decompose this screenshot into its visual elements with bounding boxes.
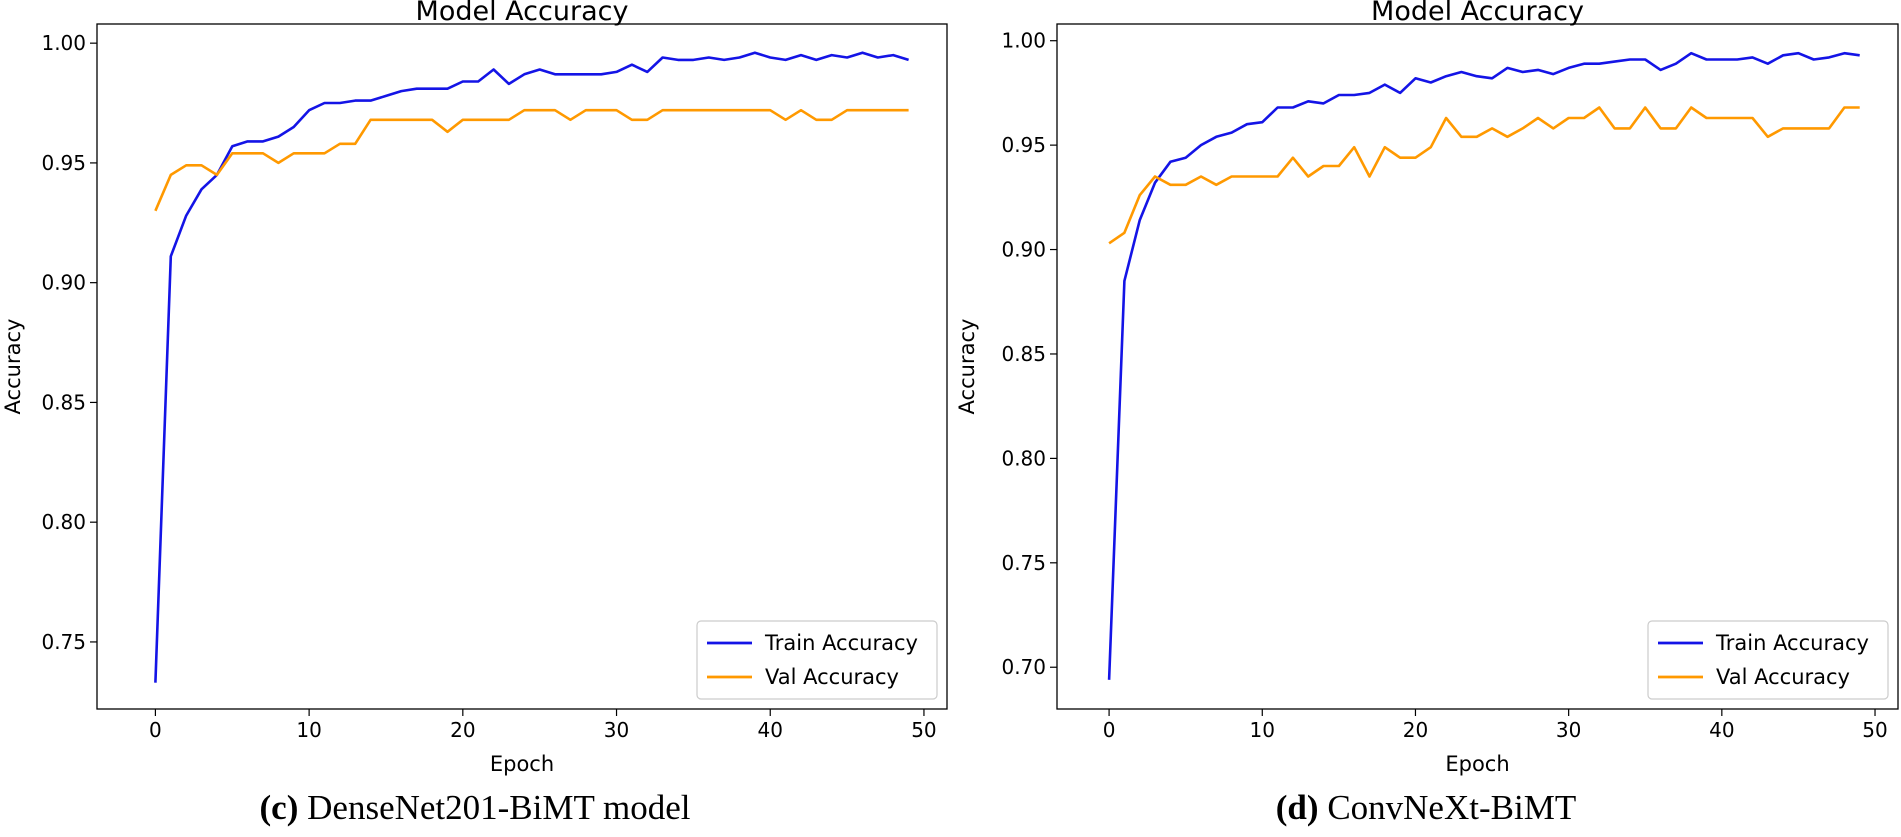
c1-legend: Train Accuracy Val Accuracy bbox=[1647, 620, 1889, 700]
caption-label-d: (d) bbox=[1275, 788, 1319, 827]
c0-legend-label-0: Train Accuracy bbox=[764, 631, 918, 655]
c1-y-tick-label-0: 0.70 bbox=[1001, 655, 1046, 679]
c1-x-tick-label-5: 50 bbox=[1862, 718, 1887, 742]
c1-series-line-0 bbox=[1107, 51, 1860, 680]
c0-series-line-0 bbox=[154, 51, 909, 683]
accuracy-chart-d: Model Accuracy 0 10 20 30 40 50 0.70 0.75 0.80 0.8… bbox=[955, 0, 1899, 776]
c1-legend-box bbox=[1647, 620, 1889, 700]
c0-y-tick-label-2: 0.85 bbox=[41, 390, 86, 414]
c1-y-tick-label-1: 0.75 bbox=[1001, 551, 1046, 575]
c1-y-tick-label-5: 0.95 bbox=[1001, 133, 1046, 157]
c0-x-tick-label-1: 10 bbox=[296, 718, 321, 742]
c1-y-tick-label-2: 0.80 bbox=[1001, 446, 1046, 470]
c1-x-tick-label-0: 0 bbox=[1103, 718, 1116, 742]
c0-y-tick-label-4: 0.95 bbox=[41, 151, 86, 175]
c0-y-tick-label-0: 0.75 bbox=[41, 630, 86, 654]
chart-panel-c: Model Accuracy 0 10 20 30 40 50 0.75 0.80 0.85 0.9… bbox=[0, 0, 950, 837]
c0-legend-box bbox=[696, 620, 938, 700]
caption-label-c: (c) bbox=[259, 788, 299, 827]
chart-panel-d: Model Accuracy 0 10 20 30 40 50 0.70 0.75 0.80 0.8… bbox=[951, 0, 1901, 837]
c0-legend: Train Accuracy Val Accuracy bbox=[696, 620, 938, 700]
c0-x-tick-label-5: 50 bbox=[911, 718, 936, 742]
caption-d: (d) ConvNeXt-BiMT bbox=[951, 787, 1901, 829]
c1-x-tick-label-3: 30 bbox=[1556, 718, 1581, 742]
c0-y-axis-label: Accuracy bbox=[1, 319, 25, 415]
c0-y-tick-label-1: 0.80 bbox=[41, 510, 86, 534]
c0-x-tick-label-3: 30 bbox=[604, 718, 629, 742]
c0-y-tick-label-5: 1.00 bbox=[41, 31, 86, 55]
c0-plot-frame bbox=[96, 23, 948, 710]
c1-plot-frame bbox=[1056, 23, 1899, 710]
c1-x-tick-label-2: 20 bbox=[1403, 718, 1428, 742]
c1-x-tick-label-1: 10 bbox=[1250, 718, 1275, 742]
c1-legend-label-0: Train Accuracy bbox=[1715, 631, 1869, 655]
c1-x-tick-label-4: 40 bbox=[1709, 718, 1734, 742]
c1-x-axis-label: Epoch bbox=[1445, 752, 1509, 776]
c0-x-axis-label: Epoch bbox=[490, 752, 554, 776]
caption-c: (c) DenseNet201-BiMT model bbox=[0, 787, 950, 829]
c1-y-tick-label-4: 0.90 bbox=[1001, 238, 1046, 262]
c0-x-tick-label-0: 0 bbox=[149, 718, 162, 742]
c0-x-tick-label-2: 20 bbox=[450, 718, 475, 742]
c0-y-tick-label-3: 0.90 bbox=[41, 271, 86, 295]
c1-y-axis-label: Accuracy bbox=[955, 319, 979, 415]
c0-chart-title: Model Accuracy bbox=[416, 0, 629, 27]
c0-legend-label-1: Val Accuracy bbox=[765, 665, 899, 689]
caption-text-c: DenseNet201-BiMT model bbox=[298, 788, 691, 827]
caption-text-d: ConvNeXt-BiMT bbox=[1318, 788, 1577, 827]
c1-y-tick-label-3: 0.85 bbox=[1001, 342, 1046, 366]
c1-chart-title: Model Accuracy bbox=[1371, 0, 1584, 27]
c0-series-line-1 bbox=[154, 108, 909, 212]
c1-legend-label-1: Val Accuracy bbox=[1716, 665, 1850, 689]
c1-series-line-1 bbox=[1108, 106, 1860, 245]
c0-x-tick-label-4: 40 bbox=[758, 718, 783, 742]
c1-y-tick-label-6: 1.00 bbox=[1001, 29, 1046, 53]
accuracy-chart-c: Model Accuracy 0 10 20 30 40 50 0.75 0.80 0.85 0.9… bbox=[1, 0, 948, 776]
